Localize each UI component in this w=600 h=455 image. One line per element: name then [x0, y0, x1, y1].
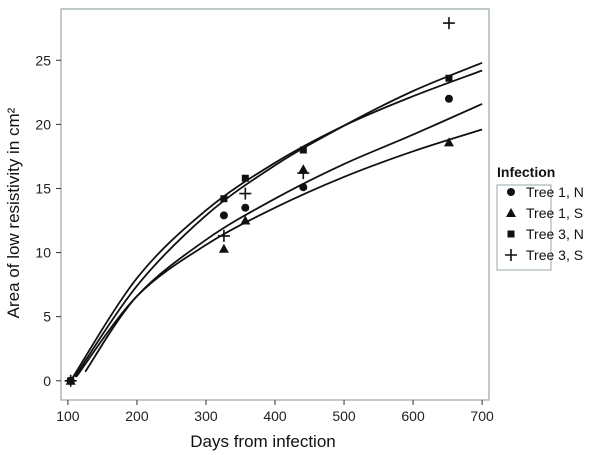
legend-title: Infection: [497, 164, 555, 180]
x-axis: 100 200 300 400 500 600 700: [56, 400, 494, 424]
data-point: [442, 17, 455, 30]
plot-panel: [60, 8, 490, 401]
y-tick-label: 10: [35, 245, 51, 261]
data-point: [239, 187, 252, 200]
data-point: [217, 229, 230, 242]
data-point: [445, 74, 453, 82]
y-axis-title: Area of low resistivity in cm²: [4, 107, 23, 318]
x-tick-label: 100: [56, 408, 80, 424]
data-point: [299, 146, 307, 154]
data-point: [297, 167, 310, 180]
legend-key-box: [496, 184, 552, 271]
y-tick-label: 20: [35, 116, 51, 132]
legend-label: Tree 3, S: [526, 247, 583, 263]
y-tick-label: 5: [43, 309, 51, 325]
legend-marker: [507, 188, 515, 196]
legend-label: Tree 3, N: [526, 226, 584, 242]
data-point: [241, 174, 249, 182]
data-point: [241, 203, 250, 212]
x-tick-label: 600: [401, 408, 425, 424]
y-tick-label: 15: [35, 180, 51, 196]
data-point: [219, 211, 228, 220]
x-axis-title: Days from infection: [190, 432, 336, 451]
legend: Infection Tree 1, N Tree 1, S Tree 3, N Tre…: [496, 164, 584, 271]
data-point: [218, 243, 229, 253]
legend-label: Tree 1, N: [526, 184, 584, 200]
x-tick-label: 500: [332, 408, 356, 424]
y-axis: 0 5 10 15 20 25: [35, 52, 61, 389]
x-tick-label: 200: [125, 408, 149, 424]
data-point: [64, 374, 77, 387]
y-tick-label: 0: [43, 373, 51, 389]
data-point: [220, 195, 228, 203]
legend-marker: [505, 249, 517, 261]
y-tick-label: 25: [35, 52, 51, 68]
data-points: [64, 17, 455, 387]
fit-curves: [69, 61, 483, 382]
fit-curve: [69, 69, 483, 382]
legend-marker: [507, 230, 515, 238]
data-point: [299, 183, 308, 192]
data-point: [443, 137, 454, 147]
x-tick-label: 400: [263, 408, 287, 424]
fit-curve: [75, 128, 483, 378]
x-tick-label: 700: [470, 408, 494, 424]
legend-marker: [506, 208, 516, 217]
legend-label: Tree 1, S: [526, 205, 583, 221]
data-point: [444, 94, 453, 103]
x-tick-label: 300: [194, 408, 218, 424]
fit-curve: [74, 61, 483, 378]
data-point: [240, 215, 251, 225]
